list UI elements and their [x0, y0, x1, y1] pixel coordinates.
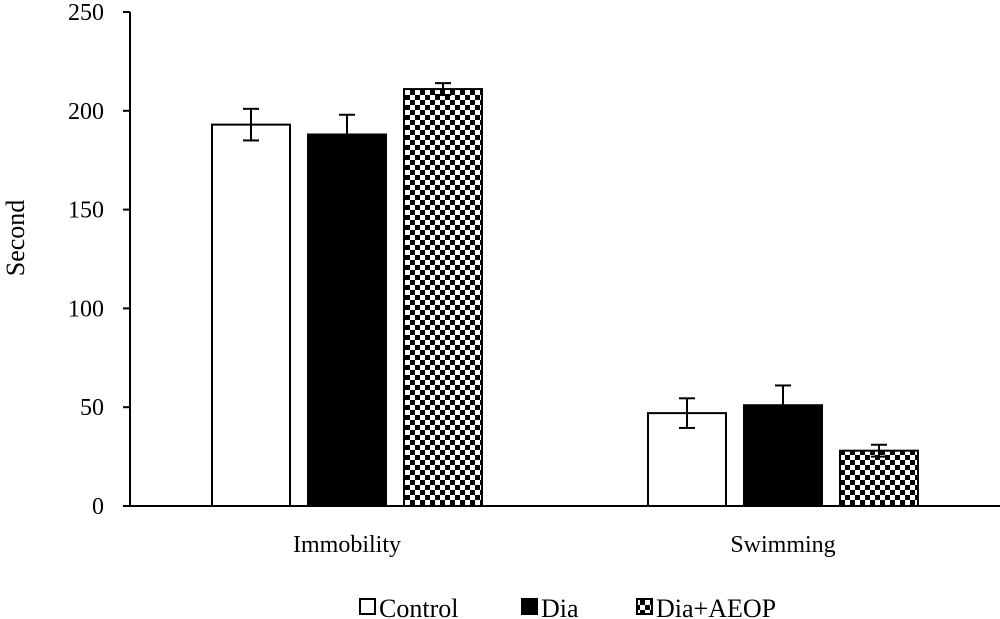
legend-label: Dia+AEOP — [656, 594, 776, 619]
legend-swatch-control — [359, 598, 376, 615]
y-tick-label: 100 — [68, 296, 104, 322]
axes: 0 50 100 150 200 250 Immobility Swimming — [68, 0, 1000, 558]
legend: Control Dia Dia+AEOP — [359, 594, 776, 619]
plot-area — [211, 82, 919, 508]
bar — [307, 133, 387, 507]
legend-label: Control — [379, 594, 458, 619]
y-tick-label: 250 — [68, 0, 104, 26]
legend-swatch-dia — [521, 598, 538, 615]
y-tick-label: 0 — [92, 494, 104, 520]
y-tick-label: 50 — [80, 395, 104, 421]
bar — [211, 123, 291, 508]
bar — [839, 449, 919, 507]
legend-label: Dia — [541, 594, 579, 619]
legend-swatch-dia-aeop — [636, 598, 653, 615]
bar — [403, 88, 483, 508]
x-category-label: Immobility — [293, 532, 401, 558]
y-tick-label: 150 — [68, 198, 104, 224]
y-axis-title: Second — [1, 200, 30, 277]
y-tick-label: 200 — [68, 99, 104, 125]
x-category-label: Swimming — [730, 532, 835, 558]
